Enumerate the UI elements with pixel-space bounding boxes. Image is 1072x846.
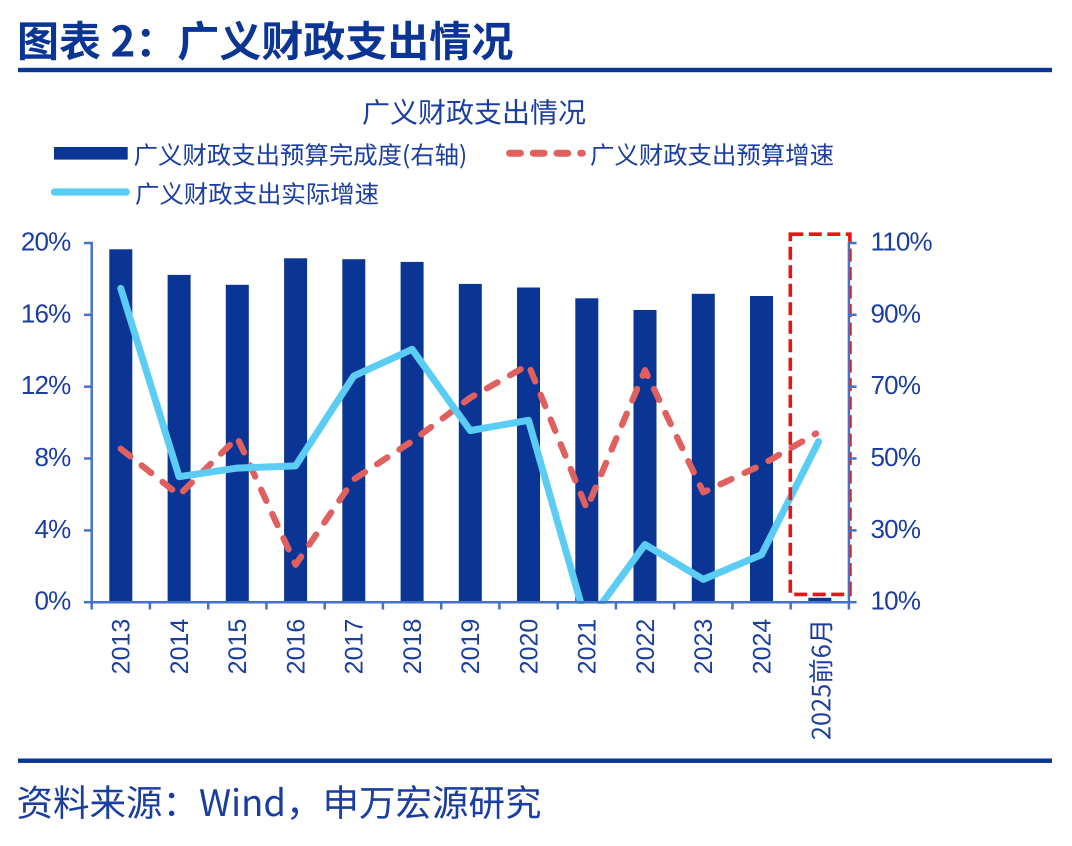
svg-text:2022: 2022 [632,619,660,675]
svg-text:2019: 2019 [457,619,485,675]
svg-text:8%: 8% [35,442,72,472]
svg-text:2020: 2020 [515,619,543,675]
svg-text:2013: 2013 [108,619,136,675]
svg-text:2024: 2024 [748,619,776,675]
svg-text:4%: 4% [35,514,72,544]
svg-text:110%: 110% [871,227,933,257]
svg-text:50%: 50% [871,442,921,472]
svg-text:0%: 0% [35,586,72,616]
svg-text:12%: 12% [21,370,71,400]
svg-text:70%: 70% [871,370,921,400]
svg-text:90%: 90% [871,298,921,328]
svg-text:2015: 2015 [224,619,252,675]
svg-text:2016: 2016 [282,619,310,675]
svg-text:10%: 10% [871,586,921,616]
svg-text:2021: 2021 [574,619,602,675]
svg-text:16%: 16% [21,298,71,328]
svg-text:2018: 2018 [399,619,427,675]
svg-text:2014: 2014 [166,619,194,675]
svg-text:2017: 2017 [341,619,369,675]
svg-text:2023: 2023 [690,619,718,675]
svg-text:20%: 20% [21,227,71,257]
svg-text:30%: 30% [871,514,921,544]
